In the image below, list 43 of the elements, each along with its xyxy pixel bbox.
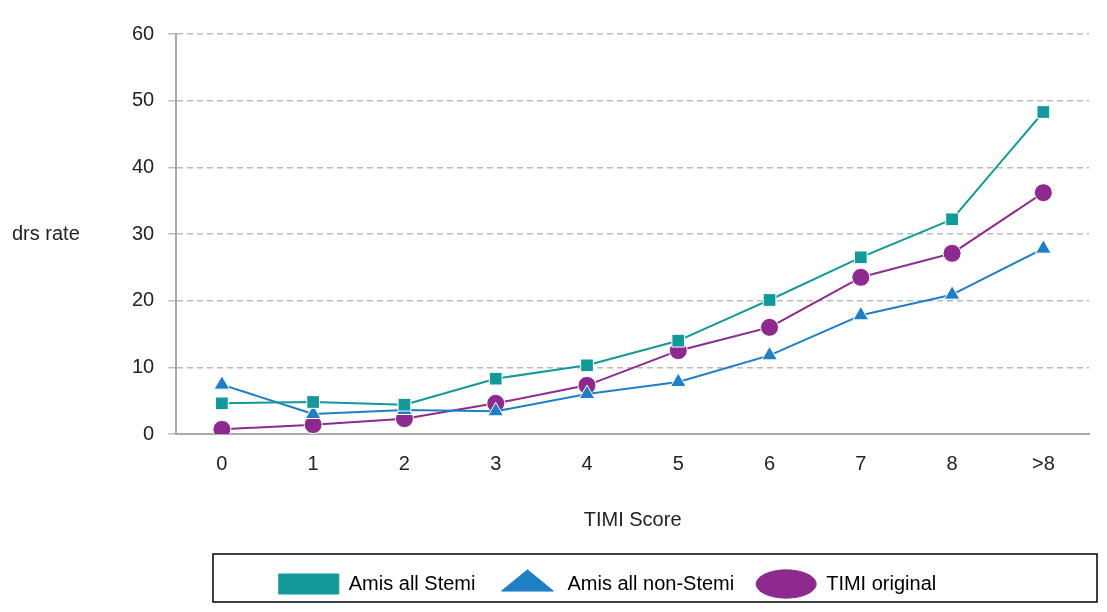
point <box>669 372 687 387</box>
y-tick-label: 20 <box>132 288 155 311</box>
y-tick-label: 40 <box>132 154 155 177</box>
point <box>1035 239 1052 254</box>
x-tick-label: 8 <box>946 451 958 474</box>
x-tick-label: 1 <box>307 451 319 474</box>
y-tick-label: 10 <box>132 354 155 377</box>
point <box>488 371 503 386</box>
point <box>1033 183 1053 203</box>
point <box>215 396 229 411</box>
point <box>487 401 504 417</box>
x-tick-label: 6 <box>763 451 776 474</box>
point <box>761 345 778 361</box>
x-tick-label: 5 <box>672 451 684 474</box>
x-tick-label: 2 <box>398 451 410 474</box>
y-tick-label: 50 <box>132 88 155 111</box>
point <box>213 375 231 390</box>
legend-label: Amis all Stemi <box>348 571 476 594</box>
legend-label: TIMI original <box>826 571 937 594</box>
point <box>760 317 780 337</box>
x-tick-label: 3 <box>490 451 502 474</box>
y-tick-label: 60 <box>132 21 155 44</box>
point <box>1036 105 1051 119</box>
point <box>945 212 959 227</box>
x-axis-title: TIMI Score <box>583 507 682 530</box>
point <box>853 250 868 265</box>
point <box>851 267 871 287</box>
x-tick-label: 4 <box>581 451 593 474</box>
point <box>762 293 777 307</box>
point <box>852 305 870 321</box>
point <box>306 395 321 409</box>
point <box>580 358 594 373</box>
x-tick-label: 0 <box>216 451 228 474</box>
x-tick-label: 7 <box>855 451 867 474</box>
x-tick-label: >8 <box>1031 451 1055 474</box>
legend-label: Amis all non-Stemi <box>567 571 735 594</box>
point <box>942 243 962 263</box>
point <box>671 333 686 348</box>
y-tick-label: 0 <box>143 421 155 444</box>
y-axis-title: drs rate <box>12 221 80 244</box>
point <box>943 285 961 300</box>
y-tick-label: 30 <box>132 221 155 244</box>
point <box>578 384 596 399</box>
